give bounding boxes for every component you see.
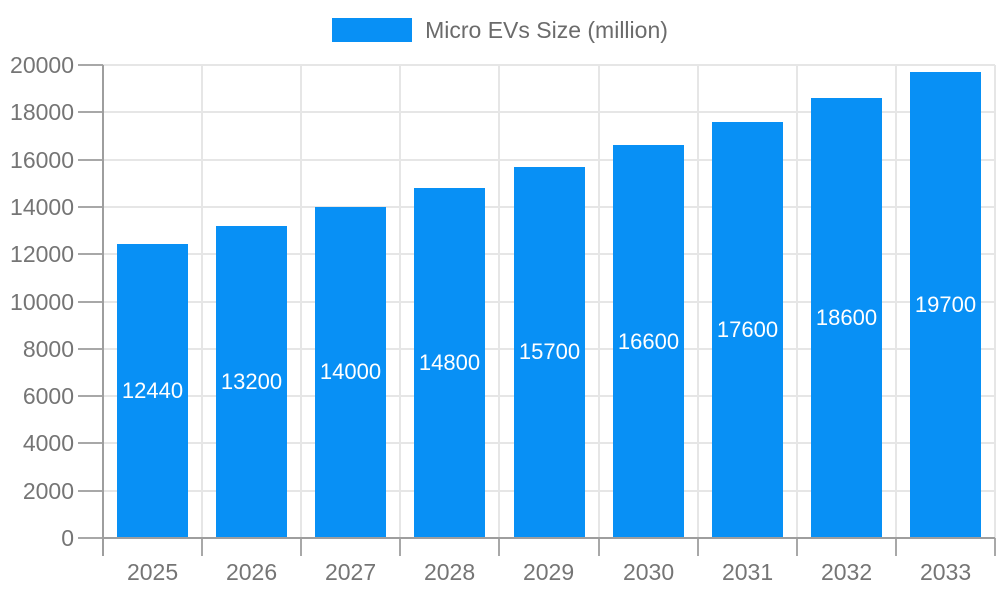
y-axis-label: 0	[61, 525, 74, 551]
x-axis-label: 2025	[126, 559, 179, 585]
y-axis-label: 6000	[22, 383, 74, 410]
gridline-v	[994, 65, 996, 538]
gridline-v	[795, 65, 798, 538]
y-axis-label: 20000	[10, 52, 74, 78]
bar-2031[interactable]: 17600	[712, 121, 783, 538]
bar-2026[interactable]: 13200	[216, 225, 287, 538]
bar-value-label: 19700	[914, 292, 977, 318]
gridline-v	[597, 65, 600, 538]
y-tick	[78, 489, 103, 492]
bar-2029[interactable]: 15700	[514, 166, 585, 538]
y-axis-label: 10000	[10, 288, 74, 315]
x-axis-label: 2030	[622, 559, 675, 585]
bar-2032[interactable]: 18600	[811, 98, 882, 538]
gridline-v	[300, 65, 303, 538]
x-axis-label: 2033	[919, 559, 972, 585]
gridline-v	[201, 65, 204, 538]
y-tick	[78, 158, 103, 161]
x-tick	[894, 538, 897, 556]
x-axis-label: 2031	[721, 559, 774, 585]
bar-value-label: 14000	[319, 359, 382, 385]
y-tick	[78, 111, 103, 114]
y-tick	[78, 64, 103, 66]
y-tick	[78, 347, 103, 350]
x-tick	[795, 538, 798, 556]
x-tick	[597, 538, 600, 556]
gridline-h	[103, 64, 995, 66]
y-tick	[78, 253, 103, 256]
gridline-h	[103, 111, 995, 114]
bar-2027[interactable]: 14000	[315, 206, 386, 538]
x-axis-label: 2028	[423, 559, 476, 585]
y-axis-label: 8000	[22, 335, 74, 362]
bar-value-label: 12440	[121, 377, 184, 403]
bar-2030[interactable]: 16600	[613, 145, 684, 538]
x-tick	[994, 538, 996, 556]
bar-2028[interactable]: 14800	[414, 187, 485, 538]
bar-value-label: 14800	[418, 349, 481, 375]
bar-2033[interactable]: 19700	[910, 72, 981, 538]
bar-2025[interactable]: 12440	[117, 243, 188, 538]
x-axis-line	[103, 537, 995, 539]
x-tick	[498, 538, 501, 556]
gridline-v	[498, 65, 501, 538]
y-tick	[78, 205, 103, 208]
bar-value-label: 18600	[815, 305, 878, 331]
y-axis-label: 18000	[10, 99, 74, 126]
bar-value-label: 17600	[716, 316, 779, 342]
y-axis-label: 12000	[10, 241, 74, 268]
y-tick	[78, 395, 103, 398]
y-axis-label: 4000	[22, 430, 74, 457]
gridline-v	[894, 65, 897, 538]
legend-swatch	[332, 18, 413, 42]
y-axis-label: 2000	[22, 477, 74, 504]
x-axis-label: 2032	[820, 559, 873, 585]
y-axis-line	[102, 65, 104, 556]
legend-label: Micro EVs Size (million)	[425, 16, 668, 43]
y-tick	[78, 300, 103, 303]
x-tick	[399, 538, 402, 556]
x-tick	[201, 538, 204, 556]
y-tick	[78, 442, 103, 445]
gridline-h	[103, 158, 995, 161]
x-axis-label: 2026	[225, 559, 278, 585]
x-tick	[696, 538, 699, 556]
gridline-v	[696, 65, 699, 538]
y-tick	[78, 537, 103, 539]
x-axis-label: 2027	[324, 559, 377, 585]
x-tick	[300, 538, 303, 556]
y-axis-label: 16000	[10, 146, 74, 173]
x-axis-label: 2029	[522, 559, 575, 585]
bar-value-label: 16600	[617, 328, 680, 354]
bar-value-label: 15700	[518, 339, 581, 365]
y-axis-label: 14000	[10, 193, 74, 220]
bar-value-label: 13200	[220, 368, 283, 394]
chart-legend[interactable]: Micro EVs Size (million)	[0, 18, 1000, 42]
gridline-v	[399, 65, 402, 538]
